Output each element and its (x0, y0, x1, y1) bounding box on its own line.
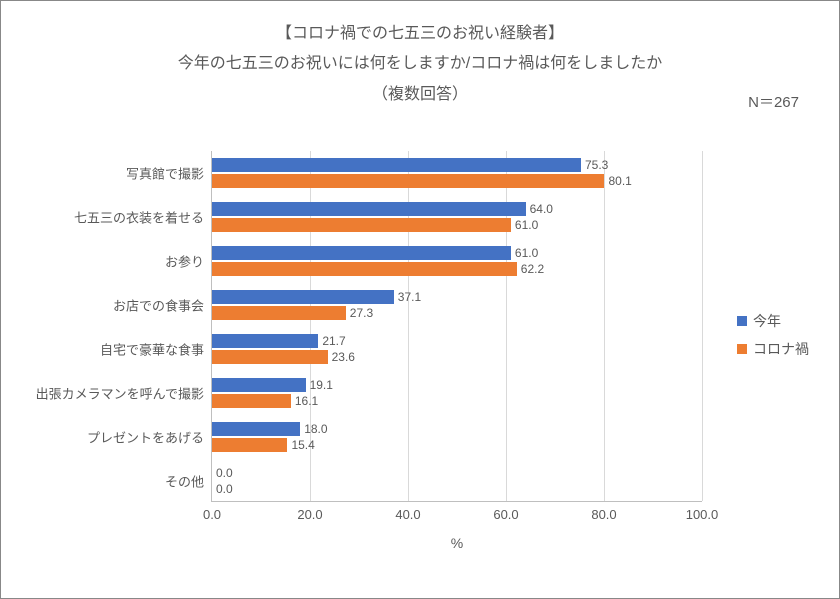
x-tick-label: 100.0 (686, 507, 719, 522)
category-group: お参り61.062.2 (212, 239, 702, 283)
x-tick-label: 20.0 (297, 507, 322, 522)
bar: 23.6 (212, 350, 328, 364)
title-line-3: （複数回答） (1, 80, 839, 110)
bar-value-label: 80.1 (608, 174, 631, 188)
bar-value-label: 0.0 (216, 466, 233, 480)
bar-value-label: 27.3 (350, 306, 373, 320)
x-tick-label: 60.0 (493, 507, 518, 522)
bar: 64.0 (212, 202, 526, 216)
bar-value-label: 21.7 (322, 334, 345, 348)
bar-value-label: 18.0 (304, 422, 327, 436)
legend: 今年コロナ禍 (737, 311, 809, 367)
category-label: お参り (165, 252, 204, 271)
category-label: 出張カメラマンを呼んで撮影 (36, 384, 204, 403)
title-line-1: 【コロナ禍での七五三のお祝い経験者】 (1, 19, 839, 49)
bar: 15.4 (212, 438, 287, 452)
bar-value-label: 75.3 (585, 158, 608, 172)
category-label: 写真館で撮影 (126, 164, 204, 183)
category-label: 自宅で豪華な食事 (100, 340, 204, 359)
x-tick-label: 40.0 (395, 507, 420, 522)
bar: 62.2 (212, 262, 517, 276)
chart-container: 【コロナ禍での七五三のお祝い経験者】 今年の七五三のお祝いには何をしますか/コロ… (0, 0, 840, 599)
bar-value-label: 15.4 (291, 438, 314, 452)
legend-item: コロナ禍 (737, 339, 809, 359)
category-group: お店での食事会37.127.3 (212, 283, 702, 327)
bar: 75.3 (212, 158, 581, 172)
bar-value-label: 62.2 (521, 262, 544, 276)
legend-swatch (737, 344, 747, 354)
bar-value-label: 23.6 (332, 350, 355, 364)
title-line-2: 今年の七五三のお祝いには何をしますか/コロナ禍は何をしましたか (1, 49, 839, 79)
bar: 61.0 (212, 218, 511, 232)
bar-value-label: 19.1 (310, 378, 333, 392)
category-group: プレゼントをあげる18.015.4 (212, 415, 702, 459)
legend-swatch (737, 316, 747, 326)
category-label: お店での食事会 (113, 296, 204, 315)
bar: 61.0 (212, 246, 511, 260)
bar: 37.1 (212, 290, 394, 304)
category-label: その他 (165, 472, 204, 491)
bar: 80.1 (212, 174, 604, 188)
category-group: 写真館で撮影75.380.1 (212, 151, 702, 195)
category-label: 七五三の衣装を着せる (74, 208, 204, 227)
category-group: 出張カメラマンを呼んで撮影19.116.1 (212, 371, 702, 415)
chart-title-block: 【コロナ禍での七五三のお祝い経験者】 今年の七五三のお祝いには何をしますか/コロ… (1, 1, 839, 110)
bar-value-label: 64.0 (530, 202, 553, 216)
bar: 16.1 (212, 394, 291, 408)
bar-value-label: 61.0 (515, 246, 538, 260)
plot-area: % 0.020.040.060.080.0100.0写真館で撮影75.380.1… (211, 151, 702, 502)
x-axis-title: % (451, 535, 463, 551)
category-group: その他0.00.0 (212, 459, 702, 503)
category-group: 自宅で豪華な食事21.723.6 (212, 327, 702, 371)
x-tick-label: 80.0 (591, 507, 616, 522)
bar: 21.7 (212, 334, 318, 348)
bar: 19.1 (212, 378, 306, 392)
legend-item: 今年 (737, 311, 809, 331)
category-group: 七五三の衣装を着せる64.061.0 (212, 195, 702, 239)
bar-value-label: 37.1 (398, 290, 421, 304)
bar: 18.0 (212, 422, 300, 436)
bar: 27.3 (212, 306, 346, 320)
bar-value-label: 16.1 (295, 394, 318, 408)
legend-label: 今年 (753, 311, 781, 331)
x-tick-label: 0.0 (203, 507, 221, 522)
category-label: プレゼントをあげる (87, 428, 204, 447)
bar-value-label: 0.0 (216, 482, 233, 496)
gridline (702, 151, 703, 501)
bar-value-label: 61.0 (515, 218, 538, 232)
legend-label: コロナ禍 (753, 339, 809, 359)
n-label: N＝267 (748, 91, 799, 112)
